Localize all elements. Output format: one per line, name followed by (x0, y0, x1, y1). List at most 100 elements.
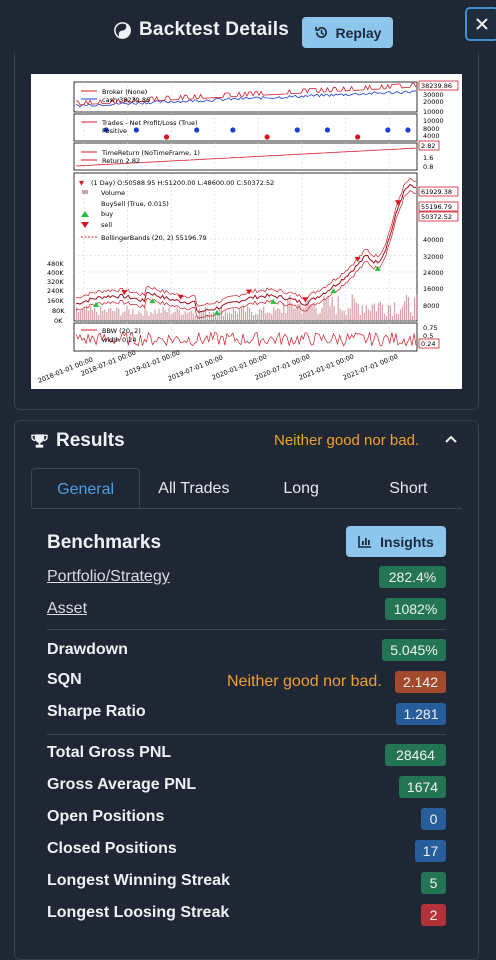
broker-tick-0: 30000 (423, 91, 444, 99)
volume-bar (206, 314, 208, 320)
volume-bar (395, 313, 398, 320)
volume-bar (76, 307, 78, 320)
bbw-width: width 0.24 (102, 336, 136, 344)
volume-bar (92, 309, 94, 320)
volume-bar (234, 311, 237, 320)
buy-marker (270, 298, 277, 304)
broker-label: Broker (None) (102, 88, 147, 96)
volume-bar (301, 313, 303, 320)
volume-bar (273, 306, 275, 320)
volume-bar (172, 312, 174, 320)
volume-bar (249, 307, 251, 320)
buy-legend-marker (81, 211, 89, 217)
volume-bar (361, 305, 363, 320)
volume-bar (196, 315, 198, 320)
volume-bar (305, 297, 307, 320)
volume-bar (130, 314, 132, 320)
volume-bar (232, 308, 235, 320)
yin-yang-icon (114, 21, 131, 39)
volume-bar (333, 306, 335, 320)
volume-bar (100, 306, 102, 320)
volume-bar (293, 308, 295, 320)
volume-bar (385, 315, 388, 320)
volume-bar (110, 308, 112, 320)
buysell-label: BuySell (True, 0.015) (101, 200, 169, 208)
trade-win-dot (294, 127, 300, 133)
volume-bar (416, 294, 418, 320)
insights-button[interactable]: Insights (346, 526, 446, 557)
volume-bar (134, 314, 136, 320)
volume-bar (210, 313, 212, 320)
return-tick-1: 0.8 (423, 163, 433, 171)
price-tag-1-box (418, 201, 459, 212)
volume-bar (160, 312, 162, 320)
asset-link[interactable]: Asset (47, 600, 88, 617)
volume-bar (114, 311, 116, 320)
volume-bar (180, 315, 182, 320)
volume-bar (222, 315, 225, 320)
return-label: TimeReturn (NoTimeFrame, 1) (101, 149, 200, 157)
volume-bar (96, 311, 98, 320)
sharpe-value-badge: 1.281 (396, 703, 446, 725)
tab-short[interactable]: Short (389, 480, 428, 497)
volume-bar (184, 311, 186, 320)
price-tick-4: 8000 (423, 302, 440, 310)
tab-all-trades[interactable]: All Trades (158, 480, 230, 497)
results-header[interactable]: Results (31, 430, 125, 452)
volume-bar (277, 308, 279, 320)
trades-tick-2: 4000 (423, 132, 440, 140)
volume-tick-0: 480K (47, 260, 64, 268)
volume-bar (242, 306, 245, 320)
return-value-label: Return 2.82 (102, 157, 140, 165)
volume-bar (381, 305, 383, 320)
volume-bar (373, 303, 375, 320)
broker-value-line (75, 82, 417, 106)
volume-bar (220, 307, 223, 320)
portfolio-strategy-link[interactable]: Portfolio/Strategy (47, 568, 170, 585)
volume-bar (202, 310, 204, 320)
volume-bar (363, 312, 365, 320)
volume-bar (311, 304, 313, 320)
divider (47, 629, 446, 630)
volume-bar (383, 313, 386, 320)
tab-general[interactable]: General (31, 468, 141, 508)
volume-bar (170, 314, 172, 320)
volume-bar (351, 294, 353, 320)
volume-bar (401, 306, 404, 320)
volume-bar (283, 303, 285, 320)
sell-marker (177, 294, 184, 300)
volume-bar (228, 312, 231, 320)
longest-loosing-streak-badge: 2 (421, 904, 446, 926)
volume-legend-swatch (82, 190, 88, 194)
volume-bar (285, 313, 287, 320)
trades-frame (73, 113, 418, 142)
trade-win-dot (194, 127, 200, 133)
buy-marker (213, 309, 220, 315)
volume-bar (156, 313, 158, 320)
volume-bar (353, 298, 355, 320)
volume-bar (198, 308, 200, 320)
tab-long[interactable]: Long (283, 480, 319, 497)
volume-bar (88, 310, 90, 320)
volume-bar (78, 311, 80, 320)
volume-tick-5: 80K (52, 307, 65, 315)
gross-average-pnl-badge: 1674 (399, 776, 446, 798)
volume-bar (194, 315, 196, 320)
volume-tick-1: 400K (47, 269, 64, 277)
volume-bar (90, 306, 92, 320)
volume-bar (168, 307, 170, 320)
volume-bar (132, 309, 134, 320)
volume-bar (238, 309, 241, 320)
volume-bar (369, 310, 371, 320)
volume-bar (341, 310, 343, 320)
volume-bar (375, 311, 377, 320)
replay-button[interactable]: Replay (302, 17, 393, 48)
chevron-up-icon[interactable] (444, 434, 458, 444)
volume-bar (267, 312, 269, 320)
volume-bar (359, 314, 361, 320)
bb-label: BollingerBands (20, 2) 55196.79 (101, 234, 207, 242)
volume-bar (411, 315, 414, 320)
volume-bar (327, 295, 329, 320)
volume-bar (269, 312, 271, 320)
close-button[interactable] (465, 7, 496, 41)
